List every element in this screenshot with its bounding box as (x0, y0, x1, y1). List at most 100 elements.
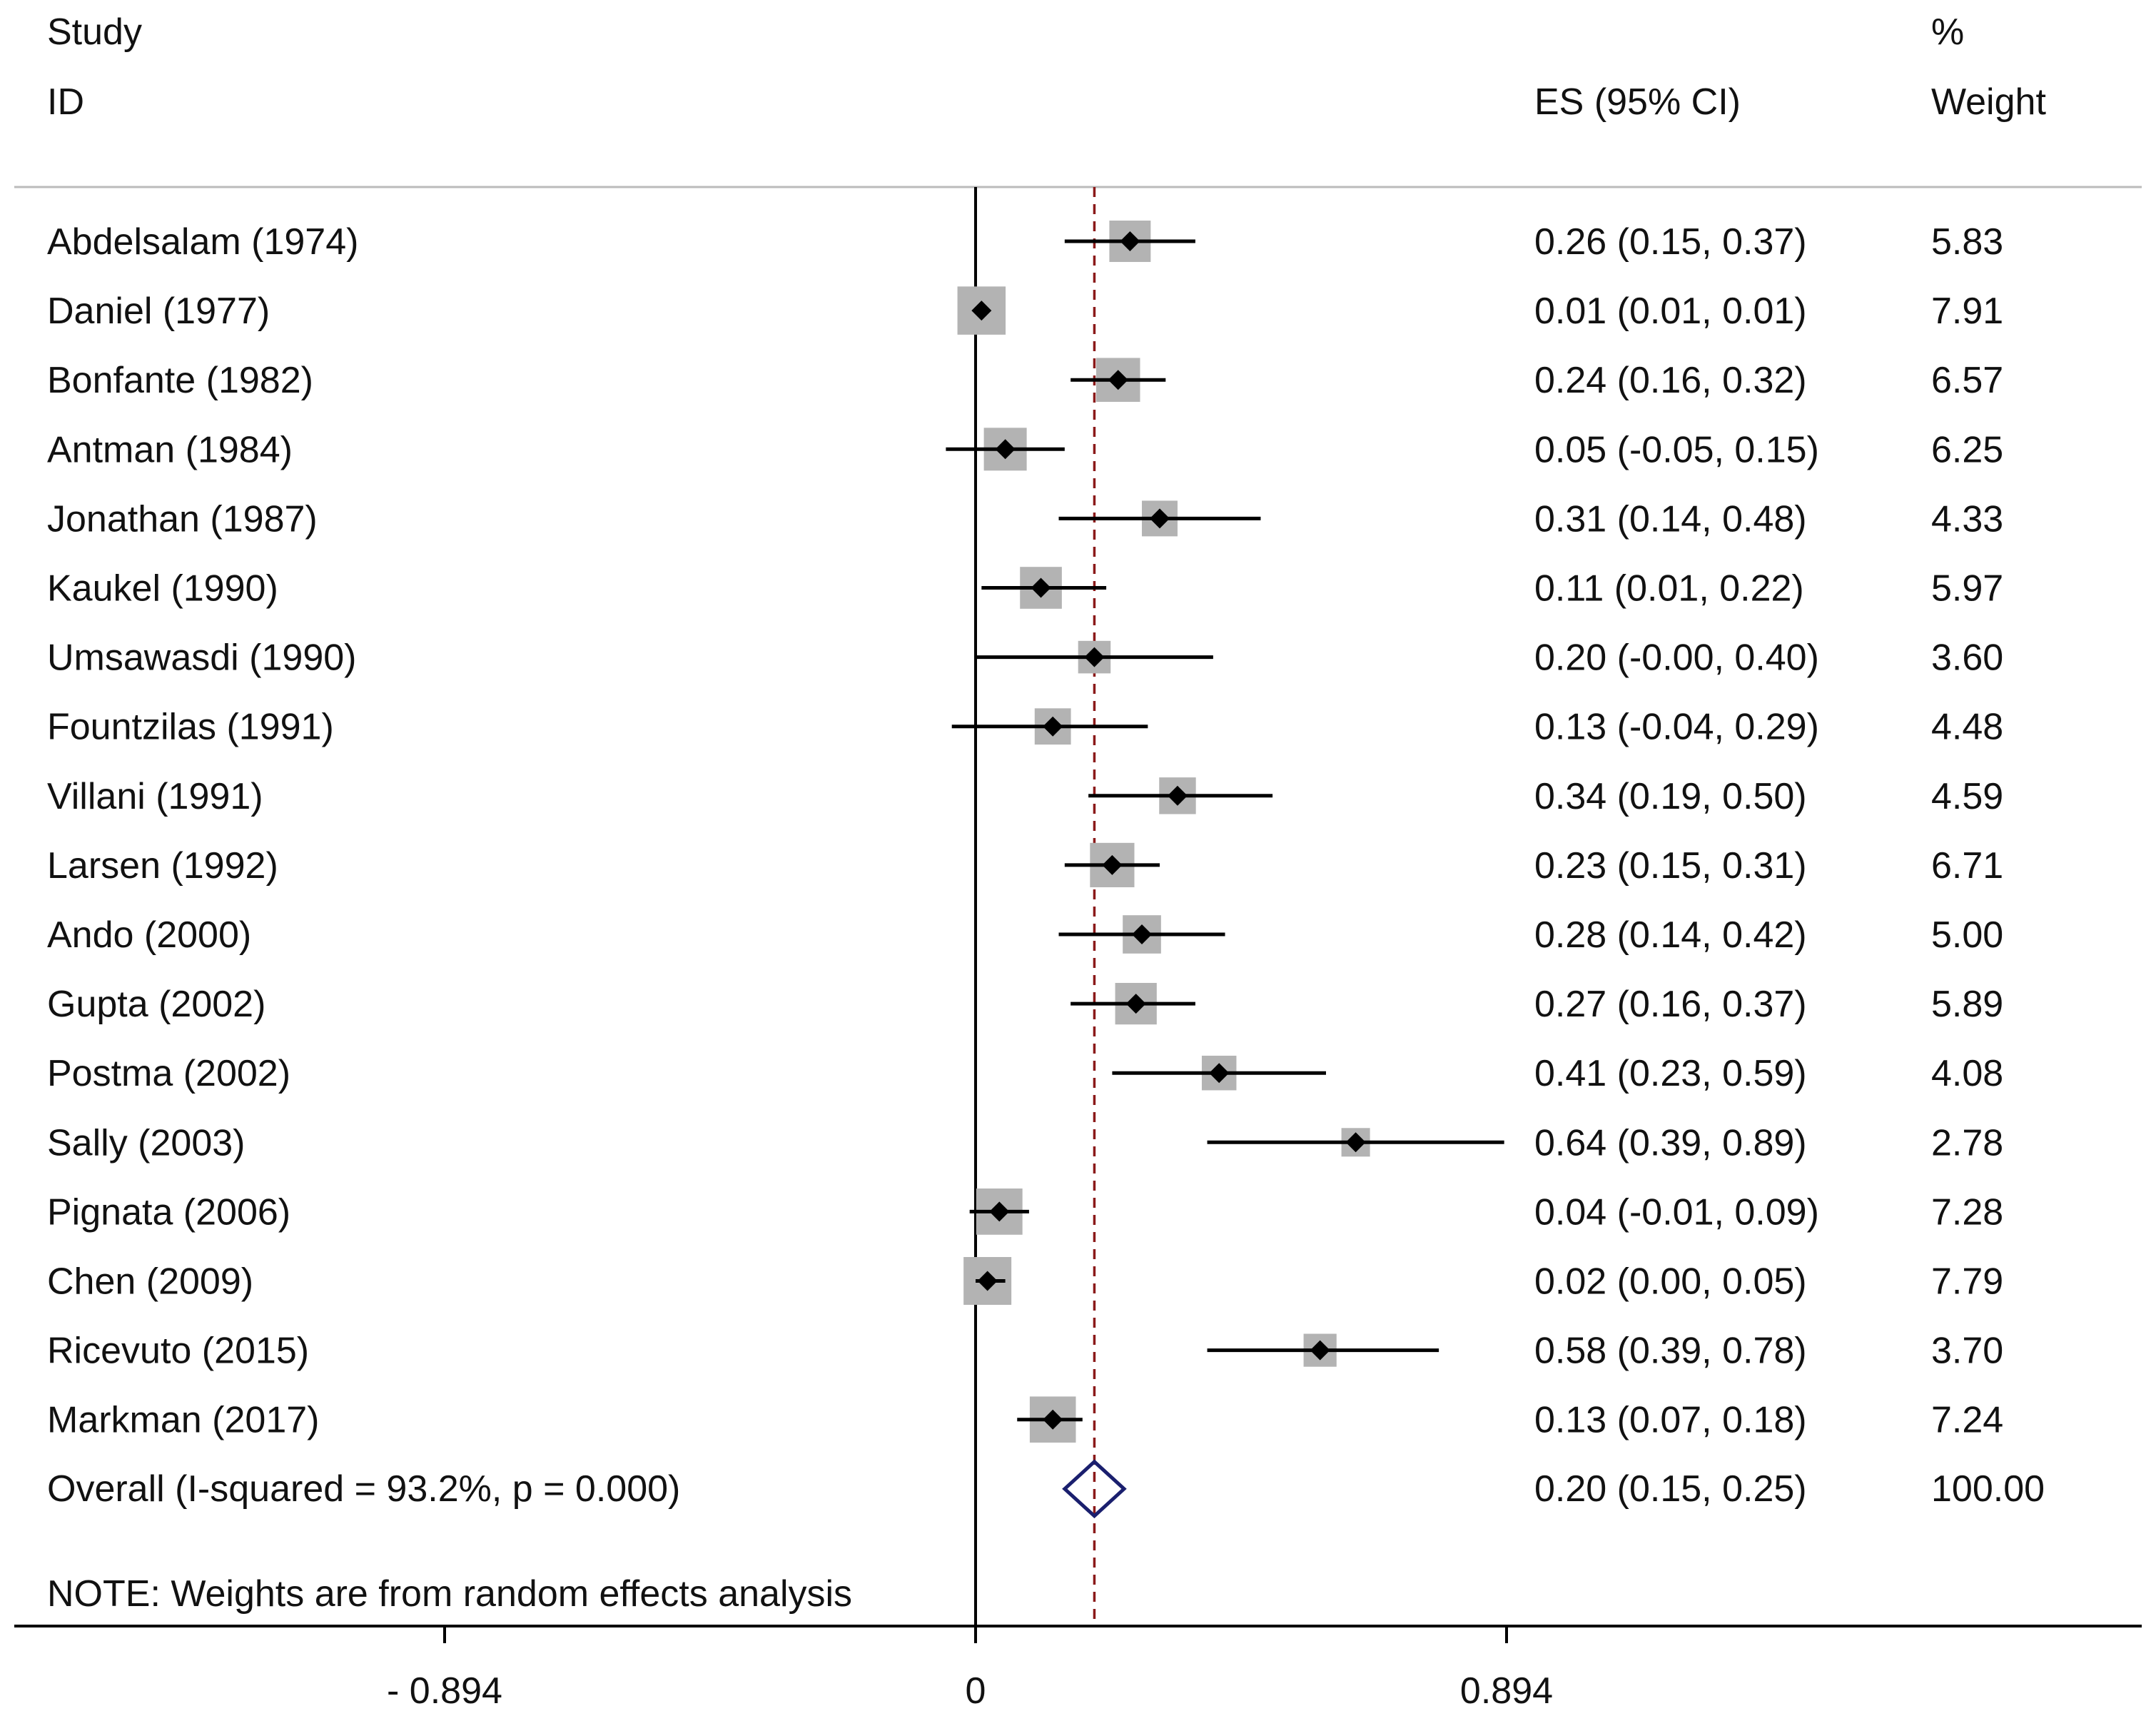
weight-text: 7.79 (1931, 1261, 2003, 1303)
header-weight-percent: % (1931, 11, 1964, 53)
es-ci-text: 0.23 (0.15, 0.31) (1534, 845, 1807, 887)
es-ci-text: 0.05 (-0.05, 0.15) (1534, 429, 1819, 470)
header-es: ES (95% CI) (1534, 81, 1741, 123)
es-ci-text: 0.01 (0.01, 0.01) (1534, 291, 1807, 332)
study-label: Postma (2002) (47, 1053, 290, 1094)
weight-text: 6.71 (1931, 845, 2003, 887)
study-row: Markman (2017) 0.13 (0.07, 0.18) 7.24 (47, 1396, 2003, 1443)
study-label: Daniel (1977) (47, 291, 270, 332)
weight-text: 4.08 (1931, 1053, 2003, 1094)
weight-text: 5.97 (1931, 568, 2003, 610)
study-label: Fountzilas (1991) (47, 707, 334, 748)
overall-diamond (1062, 1459, 1127, 1519)
point-estimate (1167, 785, 1188, 806)
point-estimate (1120, 231, 1140, 251)
weight-text: 4.33 (1931, 498, 2003, 540)
study-label: Abdelsalam (1974) (47, 221, 358, 263)
es-ci-text: 0.41 (0.23, 0.59) (1534, 1053, 1807, 1094)
weight-text: 7.24 (1931, 1400, 2003, 1441)
es-ci-text: 0.24 (0.16, 0.32) (1534, 360, 1807, 401)
point-estimate (989, 1201, 1010, 1222)
study-label: Jonathan (1987) (47, 498, 318, 540)
es-ci-text: 0.34 (0.19, 0.50) (1534, 776, 1807, 817)
header-study: Study (47, 11, 142, 53)
point-estimate (1108, 370, 1128, 390)
study-label: Ricevuto (2015) (47, 1331, 309, 1372)
study-row: Kaukel (1990) 0.11 (0.01, 0.22) 5.97 (47, 567, 2003, 610)
study-label: Ando (2000) (47, 914, 251, 956)
point-estimate (1031, 577, 1051, 598)
weight-text: 4.59 (1931, 776, 2003, 817)
study-row: Ricevuto (2015) 0.58 (0.39, 0.78) 3.70 (47, 1331, 2003, 1372)
weight-text: 7.91 (1931, 291, 2003, 332)
point-estimate (977, 1271, 998, 1291)
x-tick-label: 0 (966, 1670, 986, 1712)
es-ci-text: 0.26 (0.15, 0.37) (1534, 221, 1807, 263)
es-ci-text: 0.04 (-0.01, 0.09) (1534, 1191, 1819, 1233)
study-label: Sally (2003) (47, 1122, 245, 1164)
weight-text: 7.28 (1931, 1191, 2003, 1233)
es-ci-text: 0.27 (0.16, 0.37) (1534, 984, 1807, 1025)
point-estimate (1043, 1409, 1063, 1430)
es-ci-text: 0.13 (0.07, 0.18) (1534, 1400, 1807, 1441)
x-tick-label: - 0.894 (387, 1670, 502, 1712)
study-label: Umsawasdi (1990) (47, 637, 357, 679)
study-rows: Abdelsalam (1974) 0.26 (0.15, 0.37) 5.83 Da… (47, 221, 2003, 1443)
study-row: Fountzilas (1991) 0.13 (-0.04, 0.29) 4.48 (47, 707, 2003, 748)
study-row: Antman (1984) 0.05 (-0.05, 0.15) 6.25 (47, 428, 2003, 471)
weight-text: 5.00 (1931, 914, 2003, 956)
point-estimate (971, 301, 992, 321)
study-label: Bonfante (1982) (47, 360, 313, 401)
study-row: Umsawasdi (1990) 0.20 (-0.00, 0.40) 3.60 (47, 637, 2003, 679)
study-label: Antman (1984) (47, 429, 293, 470)
es-ci-text: 0.28 (0.14, 0.42) (1534, 914, 1807, 956)
study-label: Kaukel (1990) (47, 568, 278, 610)
overall-weight-text: 100.00 (1931, 1468, 2045, 1510)
overall-es-text: 0.20 (0.15, 0.25) (1534, 1468, 1807, 1510)
weight-text: 6.25 (1931, 429, 2003, 470)
note-text: NOTE: Weights are from random effects an… (47, 1573, 852, 1615)
study-row: Pignata (2006) 0.04 (-0.01, 0.09) 7.28 (47, 1188, 2003, 1235)
study-row: Gupta (2002) 0.27 (0.16, 0.37) 5.89 (47, 982, 2003, 1025)
point-estimate (1209, 1063, 1230, 1084)
weight-text: 5.83 (1931, 221, 2003, 263)
study-row: Postma (2002) 0.41 (0.23, 0.59) 4.08 (47, 1053, 2003, 1094)
point-estimate (1149, 508, 1170, 529)
point-estimate (1043, 716, 1063, 737)
weight-text: 2.78 (1931, 1122, 2003, 1164)
study-row: Bonfante (1982) 0.24 (0.16, 0.32) 6.57 (47, 358, 2003, 402)
weight-text: 4.48 (1931, 707, 2003, 748)
point-estimate (1125, 994, 1146, 1014)
header-id: ID (47, 81, 84, 123)
overall-row: Overall (I-squared = 93.2%, p = 0.000) 0… (47, 1459, 2045, 1519)
point-estimate (1345, 1132, 1366, 1153)
es-ci-text: 0.58 (0.39, 0.78) (1534, 1331, 1807, 1372)
es-ci-text: 0.11 (0.01, 0.22) (1534, 568, 1804, 610)
study-row: Sally (2003) 0.64 (0.39, 0.89) 2.78 (47, 1122, 2003, 1164)
study-label: Larsen (1992) (47, 845, 278, 887)
study-label: Markman (2017) (47, 1400, 319, 1441)
study-label: Villani (1991) (47, 776, 263, 817)
study-label: Pignata (2006) (47, 1191, 290, 1233)
weight-text: 6.57 (1931, 360, 2003, 401)
overall-label: Overall (I-squared = 93.2%, p = 0.000) (47, 1468, 680, 1510)
weight-text: 3.70 (1931, 1331, 2003, 1372)
es-ci-text: 0.64 (0.39, 0.89) (1534, 1122, 1807, 1164)
weight-text: 3.60 (1931, 637, 2003, 679)
header-weight: Weight (1931, 81, 2046, 123)
study-row: Abdelsalam (1974) 0.26 (0.15, 0.37) 5.83 (47, 221, 2003, 263)
es-ci-text: 0.20 (-0.00, 0.40) (1534, 637, 1819, 679)
x-tick-label: 0.894 (1460, 1670, 1553, 1712)
point-estimate (995, 439, 1016, 460)
x-axis-ticks: - 0.894 0 0.894 (387, 1626, 1553, 1712)
point-estimate (1310, 1340, 1330, 1361)
study-row: Larsen (1992) 0.23 (0.15, 0.31) 6.71 (47, 842, 2003, 887)
study-row: Ando (2000) 0.28 (0.14, 0.42) 5.00 (47, 914, 2003, 956)
study-row: Chen (2009) 0.02 (0.00, 0.05) 7.79 (47, 1257, 2003, 1305)
study-row: Jonathan (1987) 0.31 (0.14, 0.48) 4.33 (47, 498, 2003, 540)
weight-text: 5.89 (1931, 984, 2003, 1025)
point-estimate (1102, 854, 1123, 875)
es-ci-text: 0.02 (0.00, 0.05) (1534, 1261, 1807, 1303)
point-estimate (1084, 647, 1105, 667)
